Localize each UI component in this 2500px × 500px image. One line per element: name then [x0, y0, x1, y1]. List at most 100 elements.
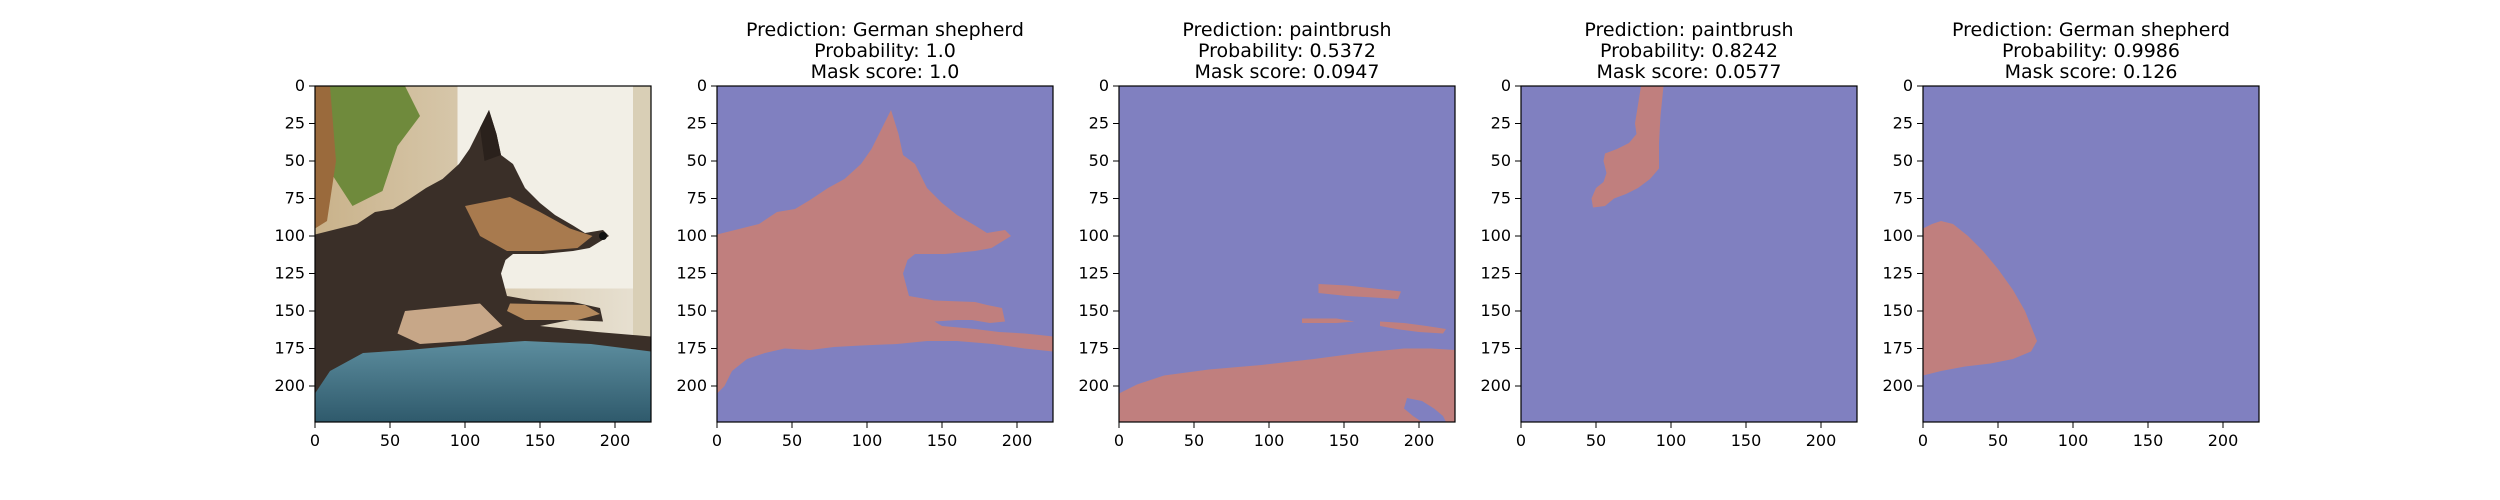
y-tick-label: 175 [1480, 339, 1511, 358]
x-tick-label: 200 [1404, 431, 1435, 450]
x-tick-label: 200 [1806, 431, 1837, 450]
x-tick-label: 200 [2208, 431, 2239, 450]
x-tick-label: 0 [712, 431, 722, 450]
panel-title-line: Mask score: 1.0 [811, 61, 960, 83]
panel-title-line: Mask score: 0.0577 [1597, 61, 1782, 83]
panel-title-line: Probability: 0.9986 [2002, 40, 2180, 62]
y-tick-label: 175 [1882, 339, 1913, 358]
mask-region-2-3 [1380, 321, 1446, 334]
y-tick-label: 100 [676, 226, 707, 245]
y-tick-label: 25 [687, 114, 707, 133]
x-tick-label: 150 [927, 431, 958, 450]
panel-title-line: Probability: 0.8242 [1600, 40, 1778, 62]
y-tick-label: 25 [1089, 114, 1109, 133]
photo-dog-nose [599, 232, 607, 240]
y-tick-label: 100 [274, 226, 305, 245]
photo-dog-face [465, 197, 593, 251]
y-tick-label: 175 [274, 339, 305, 358]
photo-dog-chest [397, 303, 503, 344]
mask-region-4-0 [1923, 221, 2037, 376]
y-tick-label: 150 [1480, 301, 1511, 320]
x-tick-label: 100 [1656, 431, 1687, 450]
axes-frame [1118, 85, 1456, 423]
y-tick-label: 200 [1078, 376, 1109, 395]
axes-frame [1520, 85, 1858, 423]
x-tick-label: 0 [1516, 431, 1526, 450]
y-tick-label: 150 [274, 301, 305, 320]
y-tick-label: 125 [676, 264, 707, 283]
y-tick-label: 100 [1078, 226, 1109, 245]
panel-original: 0 50 100 150 200 0 25 50 75 100 125 150 175 200 [274, 76, 652, 450]
x-tick-label: 100 [2058, 431, 2089, 450]
x-tick-label: 150 [525, 431, 556, 450]
mask-hole-2-0 [1404, 398, 1446, 422]
x-tick-label: 50 [1586, 431, 1606, 450]
photo-blanket [315, 338, 651, 422]
y-tick-label: 75 [1089, 189, 1109, 208]
y-tick-label: 175 [1078, 339, 1109, 358]
y-tick-label: 75 [1491, 189, 1511, 208]
photo-content [315, 86, 651, 422]
panel-title-line: Prediction: paintbrush [1182, 19, 1391, 41]
y-tick-label: 25 [1893, 114, 1913, 133]
x-tick-label: 100 [450, 431, 481, 450]
y-tick-label: 50 [1089, 151, 1109, 170]
y-tick-label: 200 [274, 376, 305, 395]
mask-background [1521, 86, 1857, 422]
panel-title-line: Mask score: 0.126 [2005, 61, 2178, 83]
y-tick-label: 125 [1078, 264, 1109, 283]
y-tick-label: 125 [1882, 264, 1913, 283]
panel-title-line: Mask score: 0.0947 [1195, 61, 1380, 83]
mask-region-3-0 [1591, 86, 1664, 208]
panel-title-line: Prediction: German shepherd [746, 19, 1024, 41]
x-tick-label: 150 [1329, 431, 1360, 450]
x-tick-label: 0 [1114, 431, 1124, 450]
y-tick-label: 200 [1882, 376, 1913, 395]
y-tick-label: 125 [274, 264, 305, 283]
y-tick-label: 50 [1893, 151, 1913, 170]
y-tick-label: 175 [676, 339, 707, 358]
panel-title-line: Prediction: German shepherd [1952, 19, 2230, 41]
x-tick-label: 50 [380, 431, 400, 450]
photo-dog [315, 110, 651, 394]
x-tick-label: 100 [852, 431, 883, 450]
y-tick-label: 25 [1491, 114, 1511, 133]
y-tick-label: 200 [676, 376, 707, 395]
y-tick-label: 0 [295, 76, 305, 95]
mask-region-2-1 [1318, 284, 1401, 299]
photo-pot [315, 86, 336, 229]
axes-frame [314, 85, 652, 423]
x-tick-label: 100 [1254, 431, 1285, 450]
x-tick-label: 50 [1988, 431, 2008, 450]
x-tick-label: 200 [1002, 431, 1033, 450]
y-tick-label: 100 [1480, 226, 1511, 245]
y-tick-label: 0 [1501, 76, 1511, 95]
mask-region-1-0 [717, 110, 1053, 394]
y-tick-label: 50 [687, 151, 707, 170]
x-tick-label: 0 [310, 431, 320, 450]
y-tick-label: 0 [1903, 76, 1913, 95]
photo-plant [322, 86, 420, 206]
y-tick-label: 75 [687, 189, 707, 208]
panel-mask-4: Prediction: German shepherdProbability: … [1882, 19, 2260, 450]
y-tick-label: 75 [1893, 189, 1913, 208]
panel-mask-1: Prediction: German shepherdProbability: … [676, 19, 1054, 450]
photo-dog-leg [507, 303, 600, 320]
mask-region-2-2 [1302, 318, 1355, 323]
photo-dog-ear [480, 110, 501, 161]
x-tick-label: 200 [600, 431, 631, 450]
panel-title-line: Probability: 1.0 [814, 40, 956, 62]
y-tick-label: 50 [1491, 151, 1511, 170]
y-tick-label: 200 [1480, 376, 1511, 395]
y-tick-label: 150 [1078, 301, 1109, 320]
mask-region-2-0 [1119, 348, 1455, 422]
y-tick-label: 100 [1882, 226, 1913, 245]
y-tick-label: 50 [285, 151, 305, 170]
axes-frame [716, 85, 1054, 423]
y-tick-label: 150 [676, 301, 707, 320]
x-tick-label: 50 [1184, 431, 1204, 450]
x-tick-label: 50 [782, 431, 802, 450]
x-tick-label: 0 [1918, 431, 1928, 450]
panel-title-line: Prediction: paintbrush [1584, 19, 1793, 41]
y-tick-label: 0 [1099, 76, 1109, 95]
